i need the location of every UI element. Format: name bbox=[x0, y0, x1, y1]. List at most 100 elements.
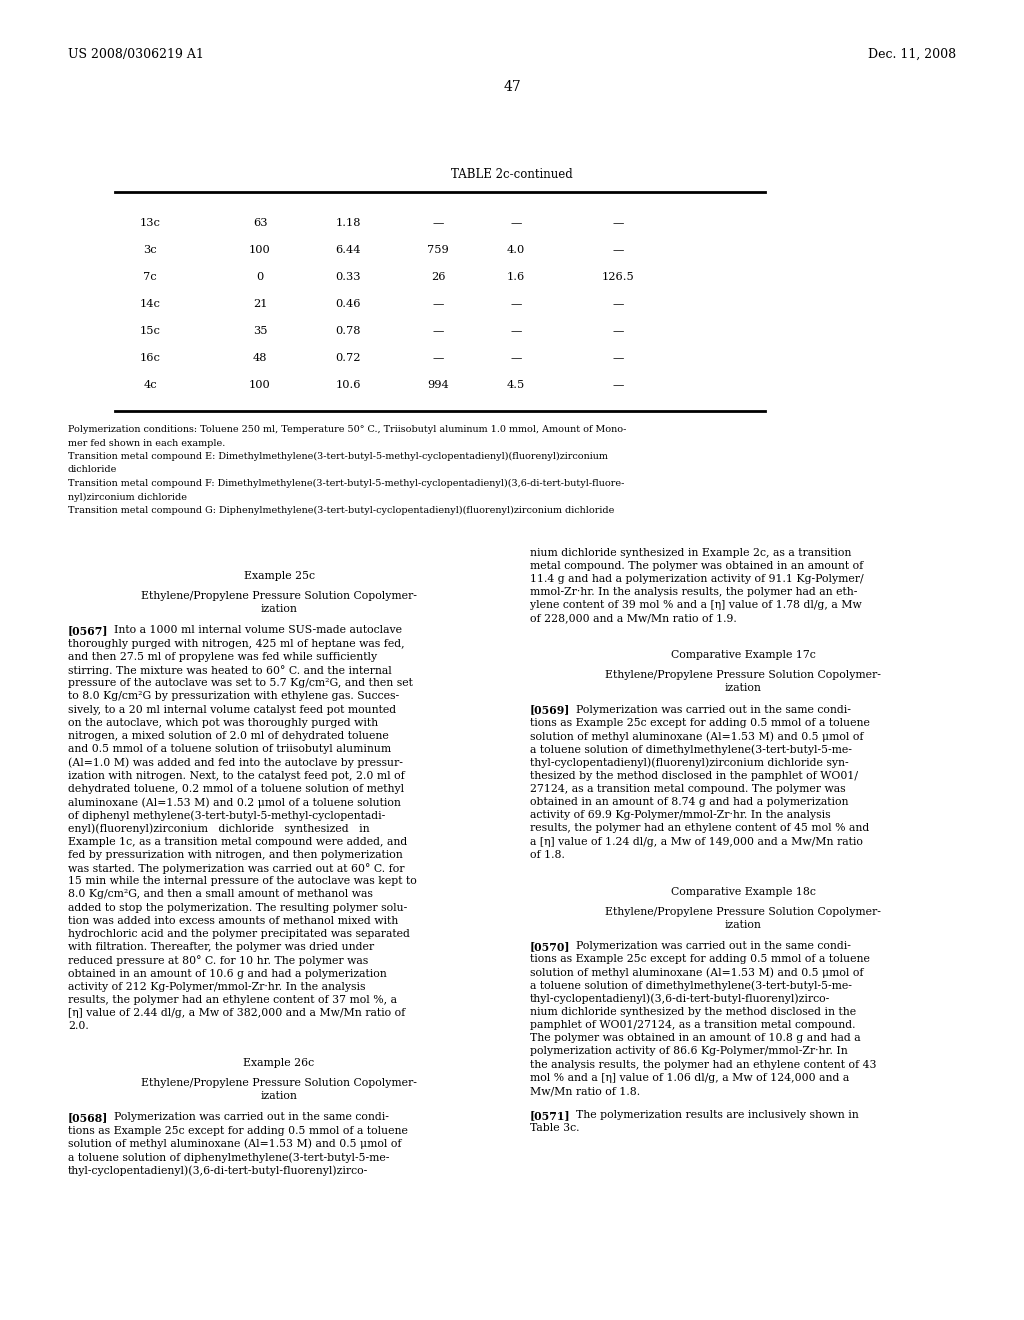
Text: on the autoclave, which pot was thoroughly purged with: on the autoclave, which pot was thorough… bbox=[68, 718, 378, 727]
Text: a toluene solution of diphenylmethylene(3-tert-butyl-5-me-: a toluene solution of diphenylmethylene(… bbox=[68, 1152, 389, 1163]
Text: The polymer was obtained in an amount of 10.8 g and had a: The polymer was obtained in an amount of… bbox=[530, 1034, 860, 1043]
Text: 2.0.: 2.0. bbox=[68, 1022, 89, 1031]
Text: 47: 47 bbox=[503, 81, 521, 94]
Text: sively, to a 20 ml internal volume catalyst feed pot mounted: sively, to a 20 ml internal volume catal… bbox=[68, 705, 396, 714]
Text: fed by pressurization with nitrogen, and then polymerization: fed by pressurization with nitrogen, and… bbox=[68, 850, 402, 859]
Text: Comparative Example 18c: Comparative Example 18c bbox=[671, 887, 815, 896]
Text: —: — bbox=[510, 326, 521, 337]
Text: [0568]: [0568] bbox=[68, 1113, 109, 1123]
Text: ization: ization bbox=[260, 605, 297, 614]
Text: [0569]: [0569] bbox=[530, 705, 570, 715]
Text: pamphlet of WO01/27124, as a transition metal compound.: pamphlet of WO01/27124, as a transition … bbox=[530, 1020, 855, 1030]
Text: dehydrated toluene, 0.2 mmol of a toluene solution of methyl: dehydrated toluene, 0.2 mmol of a toluen… bbox=[68, 784, 404, 793]
Text: of diphenyl methylene(3-tert-butyl-5-methyl-cyclopentadi-: of diphenyl methylene(3-tert-butyl-5-met… bbox=[68, 810, 385, 821]
Text: 63: 63 bbox=[253, 218, 267, 228]
Text: nium dichloride synthesized in Example 2c, as a transition: nium dichloride synthesized in Example 2… bbox=[530, 548, 851, 557]
Text: 15 min while the internal pressure of the autoclave was kept to: 15 min while the internal pressure of th… bbox=[68, 876, 417, 886]
Text: a toluene solution of dimethylmethylene(3-tert-butyl-5-me-: a toluene solution of dimethylmethylene(… bbox=[530, 744, 852, 755]
Text: 14c: 14c bbox=[139, 300, 161, 309]
Text: —: — bbox=[612, 246, 624, 255]
Text: Polymerization was carried out in the same condi-: Polymerization was carried out in the sa… bbox=[575, 941, 851, 950]
Text: —: — bbox=[432, 352, 443, 363]
Text: Ethylene/Propylene Pressure Solution Copolymer-: Ethylene/Propylene Pressure Solution Cop… bbox=[605, 671, 881, 680]
Text: enyl)(fluorenyl)zirconium   dichloride   synthesized   in: enyl)(fluorenyl)zirconium dichloride syn… bbox=[68, 824, 370, 834]
Text: Ethylene/Propylene Pressure Solution Copolymer-: Ethylene/Propylene Pressure Solution Cop… bbox=[141, 1078, 417, 1088]
Text: Transition metal compound E: Dimethylmethylene(3-tert-butyl-5-methyl-cyclopentad: Transition metal compound E: Dimethylmet… bbox=[68, 451, 608, 461]
Text: 0.72: 0.72 bbox=[335, 352, 360, 363]
Text: of 1.8.: of 1.8. bbox=[530, 850, 565, 859]
Text: Polymerization was carried out in the same condi-: Polymerization was carried out in the sa… bbox=[114, 1113, 389, 1122]
Text: ization: ization bbox=[260, 1092, 297, 1101]
Text: The polymerization results are inclusively shown in: The polymerization results are inclusive… bbox=[575, 1110, 859, 1119]
Text: Example 26c: Example 26c bbox=[244, 1059, 314, 1068]
Text: —: — bbox=[510, 352, 521, 363]
Text: 759: 759 bbox=[427, 246, 449, 255]
Text: Dec. 11, 2008: Dec. 11, 2008 bbox=[868, 48, 956, 61]
Text: ization: ization bbox=[725, 920, 762, 929]
Text: 100: 100 bbox=[249, 380, 271, 389]
Text: thesized by the method disclosed in the pamphlet of WO01/: thesized by the method disclosed in the … bbox=[530, 771, 858, 780]
Text: Polymerization conditions: Toluene 250 ml, Temperature 50° C., Triisobutyl alumi: Polymerization conditions: Toluene 250 m… bbox=[68, 425, 627, 434]
Text: thyl-cyclopentadienyl)(3,6-di-tert-butyl-fluorenyl)zirco-: thyl-cyclopentadienyl)(3,6-di-tert-butyl… bbox=[530, 994, 830, 1005]
Text: Mw/Mn ratio of 1.8.: Mw/Mn ratio of 1.8. bbox=[530, 1086, 640, 1096]
Text: 4.0: 4.0 bbox=[507, 246, 525, 255]
Text: Into a 1000 ml internal volume SUS-made autoclave: Into a 1000 ml internal volume SUS-made … bbox=[114, 626, 402, 635]
Text: [0571]: [0571] bbox=[530, 1110, 570, 1121]
Text: a toluene solution of dimethylmethylene(3-tert-butyl-5-me-: a toluene solution of dimethylmethylene(… bbox=[530, 981, 852, 991]
Text: to 8.0 Kg/cm²G by pressurization with ethylene gas. Succes-: to 8.0 Kg/cm²G by pressurization with et… bbox=[68, 692, 399, 701]
Text: activity of 69.9 Kg-Polymer/mmol-Zr·hr. In the analysis: activity of 69.9 Kg-Polymer/mmol-Zr·hr. … bbox=[530, 810, 830, 820]
Text: added to stop the polymerization. The resulting polymer solu-: added to stop the polymerization. The re… bbox=[68, 903, 408, 912]
Text: 126.5: 126.5 bbox=[602, 272, 635, 282]
Text: Transition metal compound G: Diphenylmethylene(3-tert-butyl-cyclopentadienyl)(fl: Transition metal compound G: Diphenylmet… bbox=[68, 506, 614, 515]
Text: 3c: 3c bbox=[143, 246, 157, 255]
Text: polymerization activity of 86.6 Kg-Polymer/mmol-Zr·hr. In: polymerization activity of 86.6 Kg-Polym… bbox=[530, 1047, 848, 1056]
Text: thyl-cyclopentadienyl)(fluorenyl)zirconium dichloride syn-: thyl-cyclopentadienyl)(fluorenyl)zirconi… bbox=[530, 758, 849, 768]
Text: —: — bbox=[510, 218, 521, 228]
Text: 0: 0 bbox=[256, 272, 263, 282]
Text: —: — bbox=[612, 326, 624, 337]
Text: 13c: 13c bbox=[139, 218, 161, 228]
Text: the analysis results, the polymer had an ethylene content of 43: the analysis results, the polymer had an… bbox=[530, 1060, 877, 1069]
Text: 100: 100 bbox=[249, 246, 271, 255]
Text: Transition metal compound F: Dimethylmethylene(3-tert-butyl-5-methyl-cyclopentad: Transition metal compound F: Dimethylmet… bbox=[68, 479, 625, 488]
Text: thoroughly purged with nitrogen, 425 ml of heptane was fed,: thoroughly purged with nitrogen, 425 ml … bbox=[68, 639, 404, 648]
Text: 11.4 g and had a polymerization activity of 91.1 Kg-Polymer/: 11.4 g and had a polymerization activity… bbox=[530, 574, 863, 583]
Text: activity of 212 Kg-Polymer/mmol-Zr·hr. In the analysis: activity of 212 Kg-Polymer/mmol-Zr·hr. I… bbox=[68, 982, 366, 991]
Text: nitrogen, a mixed solution of 2.0 ml of dehydrated toluene: nitrogen, a mixed solution of 2.0 ml of … bbox=[68, 731, 389, 741]
Text: mmol-Zr·hr. In the analysis results, the polymer had an eth-: mmol-Zr·hr. In the analysis results, the… bbox=[530, 587, 857, 597]
Text: 15c: 15c bbox=[139, 326, 161, 337]
Text: Example 1c, as a transition metal compound were added, and: Example 1c, as a transition metal compou… bbox=[68, 837, 408, 846]
Text: stirring. The mixture was heated to 60° C. and the internal: stirring. The mixture was heated to 60° … bbox=[68, 665, 392, 676]
Text: dichloride: dichloride bbox=[68, 466, 118, 474]
Text: —: — bbox=[612, 352, 624, 363]
Text: —: — bbox=[612, 218, 624, 228]
Text: 0.78: 0.78 bbox=[335, 326, 360, 337]
Text: tions as Example 25c except for adding 0.5 mmol of a toluene: tions as Example 25c except for adding 0… bbox=[68, 1126, 408, 1135]
Text: 4c: 4c bbox=[143, 380, 157, 389]
Text: pressure of the autoclave was set to 5.7 Kg/cm²G, and then set: pressure of the autoclave was set to 5.7… bbox=[68, 678, 413, 688]
Text: solution of methyl aluminoxane (Al=1.53 M) and 0.5 μmol of: solution of methyl aluminoxane (Al=1.53 … bbox=[530, 968, 863, 978]
Text: 35: 35 bbox=[253, 326, 267, 337]
Text: obtained in an amount of 10.6 g and had a polymerization: obtained in an amount of 10.6 g and had … bbox=[68, 969, 387, 978]
Text: 16c: 16c bbox=[139, 352, 161, 363]
Text: and 0.5 mmol of a toluene solution of triisobutyl aluminum: and 0.5 mmol of a toluene solution of tr… bbox=[68, 744, 391, 754]
Text: nium dichloride synthesized by the method disclosed in the: nium dichloride synthesized by the metho… bbox=[530, 1007, 856, 1016]
Text: with filtration. Thereafter, the polymer was dried under: with filtration. Thereafter, the polymer… bbox=[68, 942, 374, 952]
Text: US 2008/0306219 A1: US 2008/0306219 A1 bbox=[68, 48, 204, 61]
Text: 7c: 7c bbox=[143, 272, 157, 282]
Text: —: — bbox=[510, 300, 521, 309]
Text: obtained in an amount of 8.74 g and had a polymerization: obtained in an amount of 8.74 g and had … bbox=[530, 797, 849, 807]
Text: tions as Example 25c except for adding 0.5 mmol of a toluene: tions as Example 25c except for adding 0… bbox=[530, 954, 869, 964]
Text: 21: 21 bbox=[253, 300, 267, 309]
Text: 1.6: 1.6 bbox=[507, 272, 525, 282]
Text: 0.46: 0.46 bbox=[335, 300, 360, 309]
Text: 27124, as a transition metal compound. The polymer was: 27124, as a transition metal compound. T… bbox=[530, 784, 846, 793]
Text: 48: 48 bbox=[253, 352, 267, 363]
Text: [η] value of 2.44 dl/g, a Mw of 382,000 and a Mw/Mn ratio of: [η] value of 2.44 dl/g, a Mw of 382,000 … bbox=[68, 1008, 406, 1018]
Text: —: — bbox=[432, 300, 443, 309]
Text: ization with nitrogen. Next, to the catalyst feed pot, 2.0 ml of: ization with nitrogen. Next, to the cata… bbox=[68, 771, 404, 780]
Text: reduced pressure at 80° C. for 10 hr. The polymer was: reduced pressure at 80° C. for 10 hr. Th… bbox=[68, 956, 369, 966]
Text: Comparative Example 17c: Comparative Example 17c bbox=[671, 651, 815, 660]
Text: 8.0 Kg/cm²G, and then a small amount of methanol was: 8.0 Kg/cm²G, and then a small amount of … bbox=[68, 890, 373, 899]
Text: 26: 26 bbox=[431, 272, 445, 282]
